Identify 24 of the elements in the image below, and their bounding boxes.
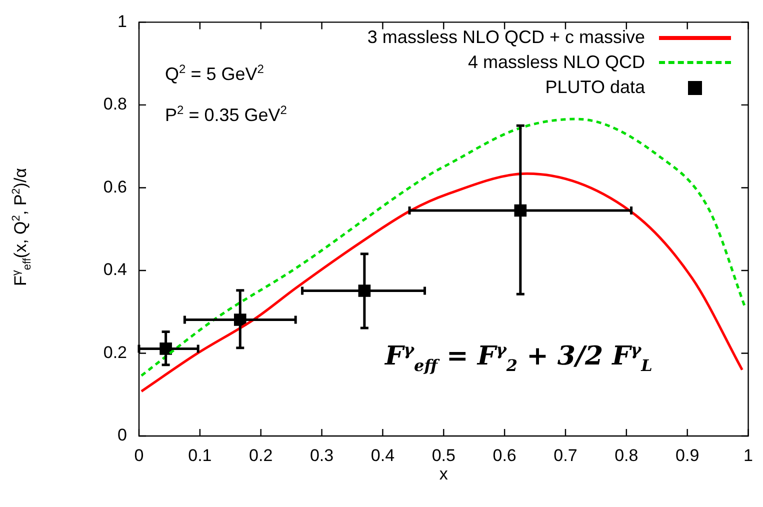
legend-label: 4 massless NLO QCD [468, 52, 645, 73]
x-tick-label: 0.3 [310, 446, 334, 465]
x-tick-label: 1 [744, 446, 754, 465]
y-tick-label: 0.8 [103, 94, 127, 114]
annotation: Q$^{2}$ = 5 GeV$^{2}$ [165, 62, 264, 85]
x-tick-label: 0.6 [492, 446, 516, 465]
legend-label: PLUTO data [545, 77, 645, 98]
x-tick-label: 0.1 [188, 446, 212, 465]
y-tick-label: 1 [118, 12, 127, 31]
y-tick-label: 0.2 [103, 342, 127, 362]
x-tick-label: 0.7 [554, 446, 578, 465]
line-series [140, 172, 744, 393]
x-axis-title: x [439, 464, 448, 484]
x-tick-label: 0.5 [432, 446, 456, 465]
x-tick-label: 0 [134, 446, 144, 465]
y-tick-label: 0 [118, 426, 127, 445]
x-tick-label: 0.4 [370, 446, 395, 465]
x-tick-label: 0.8 [614, 446, 638, 465]
x-tick-label: 0.2 [249, 446, 273, 465]
annotation: P$^{2}$ = 0.35 GeV$^{2}$ [165, 103, 287, 126]
y-tick-label: 0.4 [103, 260, 127, 280]
y-tick-label: 0.6 [103, 177, 127, 196]
legend-label: 3 massless NLO QCD + c massive [367, 27, 645, 48]
x-tick-label: 0.9 [676, 446, 700, 465]
